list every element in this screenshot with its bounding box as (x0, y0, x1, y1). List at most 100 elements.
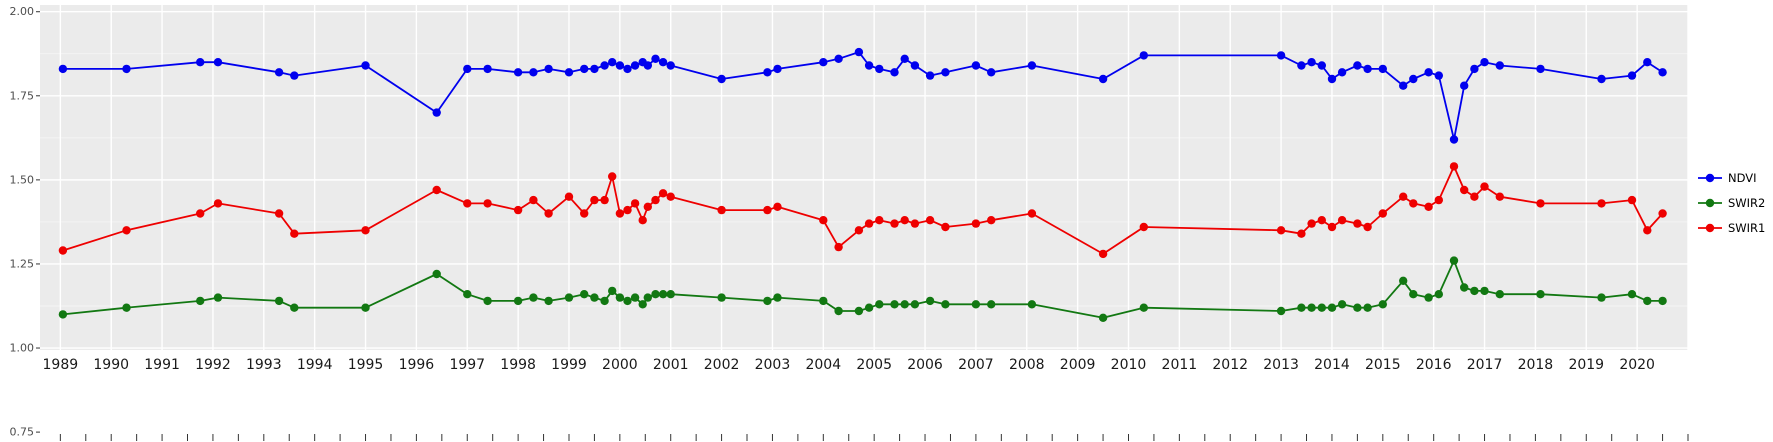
swir1-point (1027, 209, 1037, 218)
swir2-point (1470, 286, 1479, 296)
swir2-point (658, 290, 668, 299)
ndvi-point (1098, 74, 1108, 84)
swir2-point (864, 303, 874, 312)
ndvi-point (854, 47, 864, 57)
x-axis: 1989 1990 1991 1992 1993 1994 1995 1996 1997 1998… (43, 357, 1655, 373)
x-tick-label: 2018 (1518, 357, 1554, 373)
x-tick-label: 1996 (399, 357, 435, 373)
swir2-point (900, 300, 909, 309)
swir2-point (971, 300, 981, 309)
swir2-point (122, 303, 131, 312)
x-tick-label: 2012 (1212, 357, 1248, 373)
swir1-point (623, 205, 632, 215)
ndvi-point (1480, 58, 1489, 67)
swir1-point (615, 209, 625, 218)
swir1-point (900, 216, 909, 225)
ndvi-point (623, 64, 632, 74)
ndvi-point (925, 71, 935, 80)
swir2-point (763, 296, 772, 306)
ndvi-point (483, 64, 492, 74)
swir1-point (643, 202, 652, 211)
swir2-point (643, 293, 652, 302)
x-tick-label: 1991 (144, 357, 180, 373)
ndvi-points (58, 47, 1667, 144)
swir2-point (432, 269, 441, 279)
ndvi-point (773, 64, 782, 74)
ndvi-point (1449, 135, 1459, 144)
swir1-point (1460, 185, 1469, 195)
x-tick-label: 2015 (1365, 357, 1401, 373)
legend-label: SWIR2 (1728, 196, 1765, 210)
swir1-point (864, 219, 874, 228)
x-tick-label: 2005 (856, 357, 892, 373)
ndvi-point (643, 61, 652, 70)
swir2-point (987, 300, 996, 309)
swir2-point (590, 293, 599, 302)
swir2-point (1276, 306, 1286, 316)
swir1-point (651, 195, 660, 205)
x-tick-label: 1993 (246, 357, 282, 373)
ndvi-point (274, 68, 284, 77)
swir2-point (1399, 276, 1408, 285)
swir2-point (213, 293, 223, 302)
swir1-point (432, 185, 441, 195)
swir2-point (910, 300, 920, 309)
ndvi-point (717, 74, 726, 84)
x-tick-label: 1994 (297, 357, 333, 373)
ndvi-point (1399, 81, 1408, 90)
swir2-point (890, 300, 899, 309)
ndvi-point (1139, 51, 1149, 60)
ndvi-point (1327, 74, 1337, 84)
y-tick-label: 1.50 (10, 173, 35, 186)
ndvi-point (834, 54, 843, 63)
swir2-point (854, 306, 864, 316)
swir2-point (1424, 293, 1433, 302)
swir2-point (875, 300, 884, 309)
ndvi-point (544, 64, 553, 74)
swir1-point (1139, 222, 1149, 232)
x-tick-label: 2009 (1060, 357, 1096, 373)
swir1-point (773, 202, 782, 211)
ndvi-point (1317, 61, 1327, 70)
swir2-point (773, 293, 782, 302)
swir1-point (1399, 192, 1408, 201)
x-tick-label: 2001 (653, 357, 689, 373)
swir2-point (1327, 303, 1337, 312)
swir1-point (925, 216, 935, 225)
swir2-point (1658, 296, 1667, 306)
swir1-point (1363, 222, 1372, 232)
legend-label: NDVI (1728, 171, 1757, 185)
swir1-point (1658, 209, 1667, 218)
swir2-point (1409, 290, 1418, 299)
swir2-point (1643, 296, 1652, 306)
swir1-point (274, 209, 284, 218)
swir1-point (580, 209, 589, 218)
ndvi-point (910, 61, 920, 70)
swir2-point (58, 310, 68, 319)
ndvi-point (1363, 64, 1372, 74)
ndvi-point (941, 68, 950, 77)
swir1-point (463, 199, 472, 208)
swir1-point (290, 229, 299, 238)
ndvi-point (1378, 64, 1388, 74)
swir2-point (666, 290, 675, 299)
swir1-point (941, 222, 950, 232)
swir1-point (875, 216, 884, 225)
swir1-point (1297, 229, 1306, 238)
ndvi-point (608, 58, 617, 67)
x-tick-label: 2002 (704, 357, 740, 373)
swir1-point (1378, 209, 1388, 218)
swir2-point (483, 296, 492, 306)
swir2-point (529, 293, 538, 302)
ndvi-point (1276, 51, 1286, 60)
swir1-point (483, 199, 492, 208)
legend-entry-swir1: SWIR1 (1698, 221, 1765, 235)
panel-background (40, 5, 1688, 350)
swir1-point (819, 216, 828, 225)
y-tick-label: 1.25 (10, 257, 35, 270)
swir2-point (1495, 290, 1505, 299)
ndvi-point (615, 61, 625, 70)
swir2-point (544, 296, 553, 306)
ndvi-point (1409, 74, 1418, 84)
swir2-point (1337, 300, 1347, 309)
